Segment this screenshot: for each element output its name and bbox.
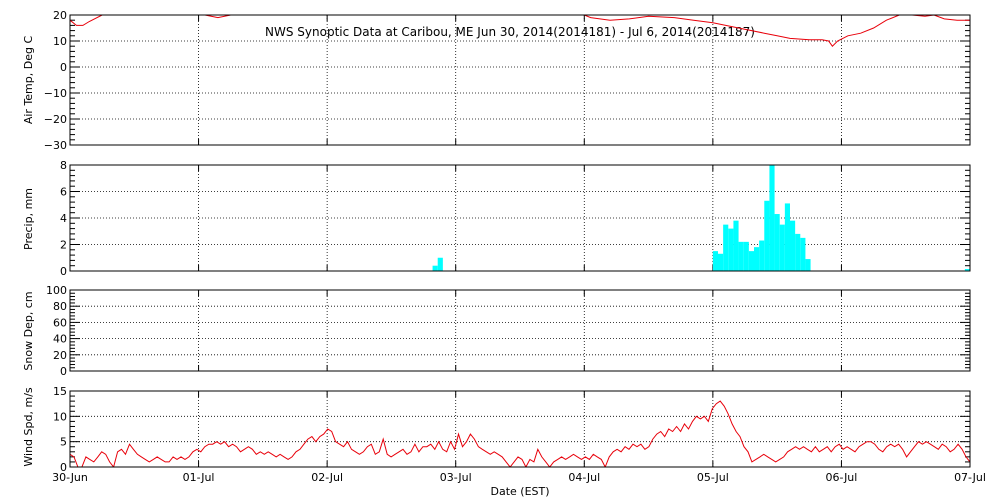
x-tick-label: 01-Jul	[183, 471, 215, 484]
y-tick-label: 100	[46, 284, 67, 297]
y-tick-label: 10	[53, 35, 67, 48]
series-line	[70, 15, 970, 47]
x-tick-label: 04-Jul	[568, 471, 600, 484]
y-tick-label: 4	[60, 212, 67, 225]
x-tick-label: 03-Jul	[440, 471, 472, 484]
precip-bar	[790, 220, 796, 271]
y-tick-label: 80	[53, 300, 67, 313]
panel-frame	[69, 390, 971, 468]
precip-bar	[437, 257, 443, 271]
precip-bar	[795, 233, 801, 271]
y-tick-label: −30	[44, 139, 67, 152]
data-layer	[432, 165, 970, 271]
y-tick-label: 40	[53, 333, 67, 346]
series-line	[70, 400, 970, 467]
precip-bar	[712, 251, 718, 271]
precip-bar	[748, 251, 754, 271]
precip-bar	[723, 224, 729, 271]
snow-depth-panel: Snow Dep, cm 100 80 60 40 20 0	[22, 284, 971, 378]
precip-bar	[968, 269, 970, 271]
y-axis-label-snow-depth: Snow Dep, cm	[22, 291, 35, 370]
chart-title: NWS Synoptic Data at Caribou, ME Jun 30,…	[265, 25, 755, 39]
y-tick-label: −20	[44, 113, 67, 126]
data-layer	[70, 15, 970, 47]
x-tick-label: 07-Jul	[954, 471, 986, 484]
precip-bar	[774, 214, 780, 271]
precip-bar	[754, 247, 760, 271]
precip-bar	[728, 228, 734, 271]
precip-panel: Precip, mm 8 6 4 2 0	[22, 159, 971, 278]
y-tick-label: 0	[60, 365, 67, 378]
precip-bar	[738, 241, 744, 271]
precip-bar	[784, 203, 790, 271]
y-axis-label-wind-speed: Wind Spd, m/s	[22, 387, 35, 467]
wind-speed-panel: Wind Spd, m/s 15 10 5 0	[22, 385, 971, 474]
y-tick-label: 10	[53, 410, 67, 423]
panel-frame	[69, 289, 971, 372]
y-tick-label: 5	[60, 436, 67, 449]
precip-bar	[432, 265, 438, 271]
precip-bar	[800, 237, 806, 271]
precip-bar	[805, 259, 811, 271]
x-axis-label: Date (EST)	[490, 485, 549, 498]
x-tick-label: 06-Jul	[825, 471, 857, 484]
y-axis-label-air-temp: Air Temp, Deg C	[22, 36, 35, 125]
x-tick-label: 02-Jul	[311, 471, 343, 484]
y-tick-label: 0	[60, 61, 67, 74]
precip-bar	[733, 220, 739, 271]
y-tick-label: −10	[44, 87, 67, 100]
y-tick-label: 6	[60, 186, 67, 199]
y-axis-label-precip: Precip, mm	[22, 188, 35, 250]
x-tick-label: 05-Jul	[697, 471, 729, 484]
y-tick-label: 20	[53, 349, 67, 362]
x-axis-tick-labels: 30-Jun 01-Jul 02-Jul 03-Jul 04-Jul 05-Jul 06-J…	[52, 471, 986, 484]
precip-bar	[964, 269, 970, 271]
y-tick-label: 60	[53, 316, 67, 329]
precip-bar	[743, 241, 749, 271]
panel-frame	[69, 164, 971, 272]
panel-frame	[69, 14, 971, 146]
precip-bar	[764, 200, 770, 271]
y-tick-label: 8	[60, 159, 67, 172]
precip-bar	[759, 240, 765, 271]
precip-bar	[718, 253, 724, 271]
air-temp-panel: Air Temp, Deg C 20 10 0 −10 −20 −30	[22, 9, 971, 152]
y-tick-label: 20	[53, 9, 67, 22]
precip-bar	[779, 224, 785, 271]
x-tick-label: 30-Jun	[52, 471, 88, 484]
y-tick-label: 15	[53, 385, 67, 398]
data-layer	[70, 400, 970, 467]
y-tick-label: 0	[60, 461, 67, 474]
y-tick-label: 0	[60, 265, 67, 278]
precip-bar	[769, 165, 775, 271]
y-tick-label: 2	[60, 239, 67, 252]
